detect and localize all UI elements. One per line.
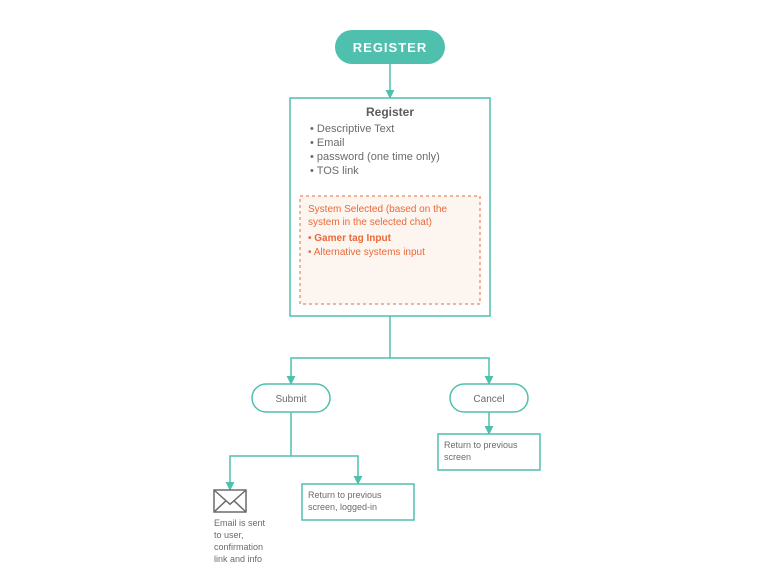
- submit-label: Submit: [275, 394, 306, 405]
- envelope-icon: [214, 490, 246, 512]
- register-heading: Register: [366, 105, 414, 119]
- return-prev-line: Return to previous: [444, 440, 518, 450]
- register-bullet: • Descriptive Text: [310, 123, 394, 135]
- cancel-label: Cancel: [473, 394, 504, 405]
- flowchart-canvas: REGISTER Register • Descriptive Text • Emai…: [0, 0, 778, 582]
- return-logged-line: screen, logged-in: [308, 502, 377, 512]
- orange-line: system in the selected chat): [308, 217, 432, 228]
- register-bullet: • TOS link: [310, 165, 359, 177]
- edge: [230, 456, 291, 490]
- email-caption-line: to user,: [214, 530, 244, 540]
- edge: [390, 358, 489, 384]
- start-label: REGISTER: [353, 40, 427, 55]
- return-logged-line: Return to previous: [308, 490, 382, 500]
- orange-line: System Selected (based on the: [308, 204, 447, 215]
- orange-line: • Gamer tag Input: [308, 233, 392, 244]
- edge: [291, 456, 358, 484]
- register-bullet: • password (one time only): [310, 151, 440, 163]
- edge: [291, 358, 390, 384]
- register-bullet: • Email: [310, 137, 344, 149]
- email-caption-line: Email is sent: [214, 518, 266, 528]
- email-caption-line: link and info: [214, 554, 262, 564]
- return-prev-line: screen: [444, 452, 471, 462]
- orange-line: • Alternative systems input: [308, 247, 425, 258]
- email-caption-line: confirmation: [214, 542, 263, 552]
